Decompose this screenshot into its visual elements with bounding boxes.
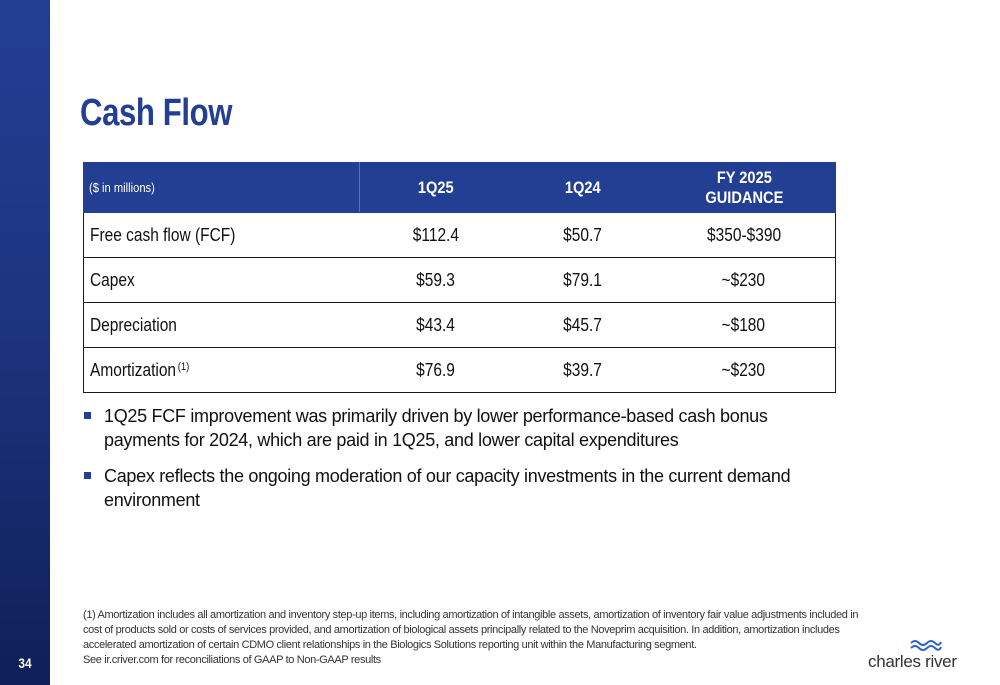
row-label: Capex xyxy=(83,257,360,303)
page-title: Cash Flow xyxy=(80,92,233,134)
table-row: Capex $59.3 $79.1 ~$230 xyxy=(83,257,836,303)
col-header-fy2025-guidance: FY 2025 GUIDANCE xyxy=(652,162,836,213)
col-header-1q25: 1Q25 xyxy=(359,162,513,213)
cell-1q25: $59.3 xyxy=(359,257,513,303)
reconciliation-note: See ir.criver.com for reconciliations of… xyxy=(83,654,381,666)
footnote: (1) Amortization includes all amortizati… xyxy=(83,608,873,668)
table-row: Free cash flow (FCF) $112.4 $50.7 $350-$… xyxy=(83,212,836,258)
bullet-list: 1Q25 FCF improvement was primarily drive… xyxy=(84,404,814,524)
cell-1q25: $76.9 xyxy=(359,347,513,393)
footnote-ref: (1) xyxy=(177,360,190,373)
cash-flow-table: ($ in millions) 1Q25 1Q24 FY 2025 GUIDAN… xyxy=(83,162,836,393)
col-header-1q24: 1Q24 xyxy=(512,162,653,213)
charles-river-wave-icon xyxy=(910,640,942,651)
cell-guidance: ~$180 xyxy=(652,302,836,348)
table-row: Amortization (1) $76.9 $39.7 ~$230 xyxy=(83,347,836,393)
page-number: 34 xyxy=(18,655,32,671)
cell-guidance: $350-$390 xyxy=(652,212,836,258)
charles-river-logo: charles river xyxy=(868,638,958,678)
side-bar xyxy=(0,0,50,685)
amortization-footnote: (1) Amortization includes all amortizati… xyxy=(83,609,859,651)
table-row: Depreciation $43.4 $45.7 ~$180 xyxy=(83,302,836,348)
logo-text: charles river xyxy=(868,652,957,671)
bullet-text: Capex reflects the ongoing moderation of… xyxy=(104,466,791,510)
cell-1q25: $43.4 xyxy=(359,302,513,348)
cell-1q24: $45.7 xyxy=(512,302,653,348)
cell-1q25: $112.4 xyxy=(359,212,513,258)
row-label: Amortization (1) xyxy=(83,347,360,393)
bullet-item: 1Q25 FCF improvement was primarily drive… xyxy=(84,404,814,452)
cell-1q24: $39.7 xyxy=(512,347,653,393)
units-header: ($ in millions) xyxy=(83,162,360,213)
row-label: Free cash flow (FCF) xyxy=(83,212,360,258)
square-bullet-icon xyxy=(84,472,91,479)
cell-guidance: ~$230 xyxy=(652,257,836,303)
bullet-item: Capex reflects the ongoing moderation of… xyxy=(84,464,814,512)
table-header-row: ($ in millions) 1Q25 1Q24 FY 2025 GUIDAN… xyxy=(83,162,836,213)
cell-1q24: $50.7 xyxy=(512,212,653,258)
cell-guidance: ~$230 xyxy=(652,347,836,393)
cell-1q24: $79.1 xyxy=(512,257,653,303)
square-bullet-icon xyxy=(84,412,91,419)
row-label-text: Amortization xyxy=(90,359,177,380)
row-label: Depreciation xyxy=(83,302,360,348)
bullet-text: 1Q25 FCF improvement was primarily drive… xyxy=(104,406,768,450)
